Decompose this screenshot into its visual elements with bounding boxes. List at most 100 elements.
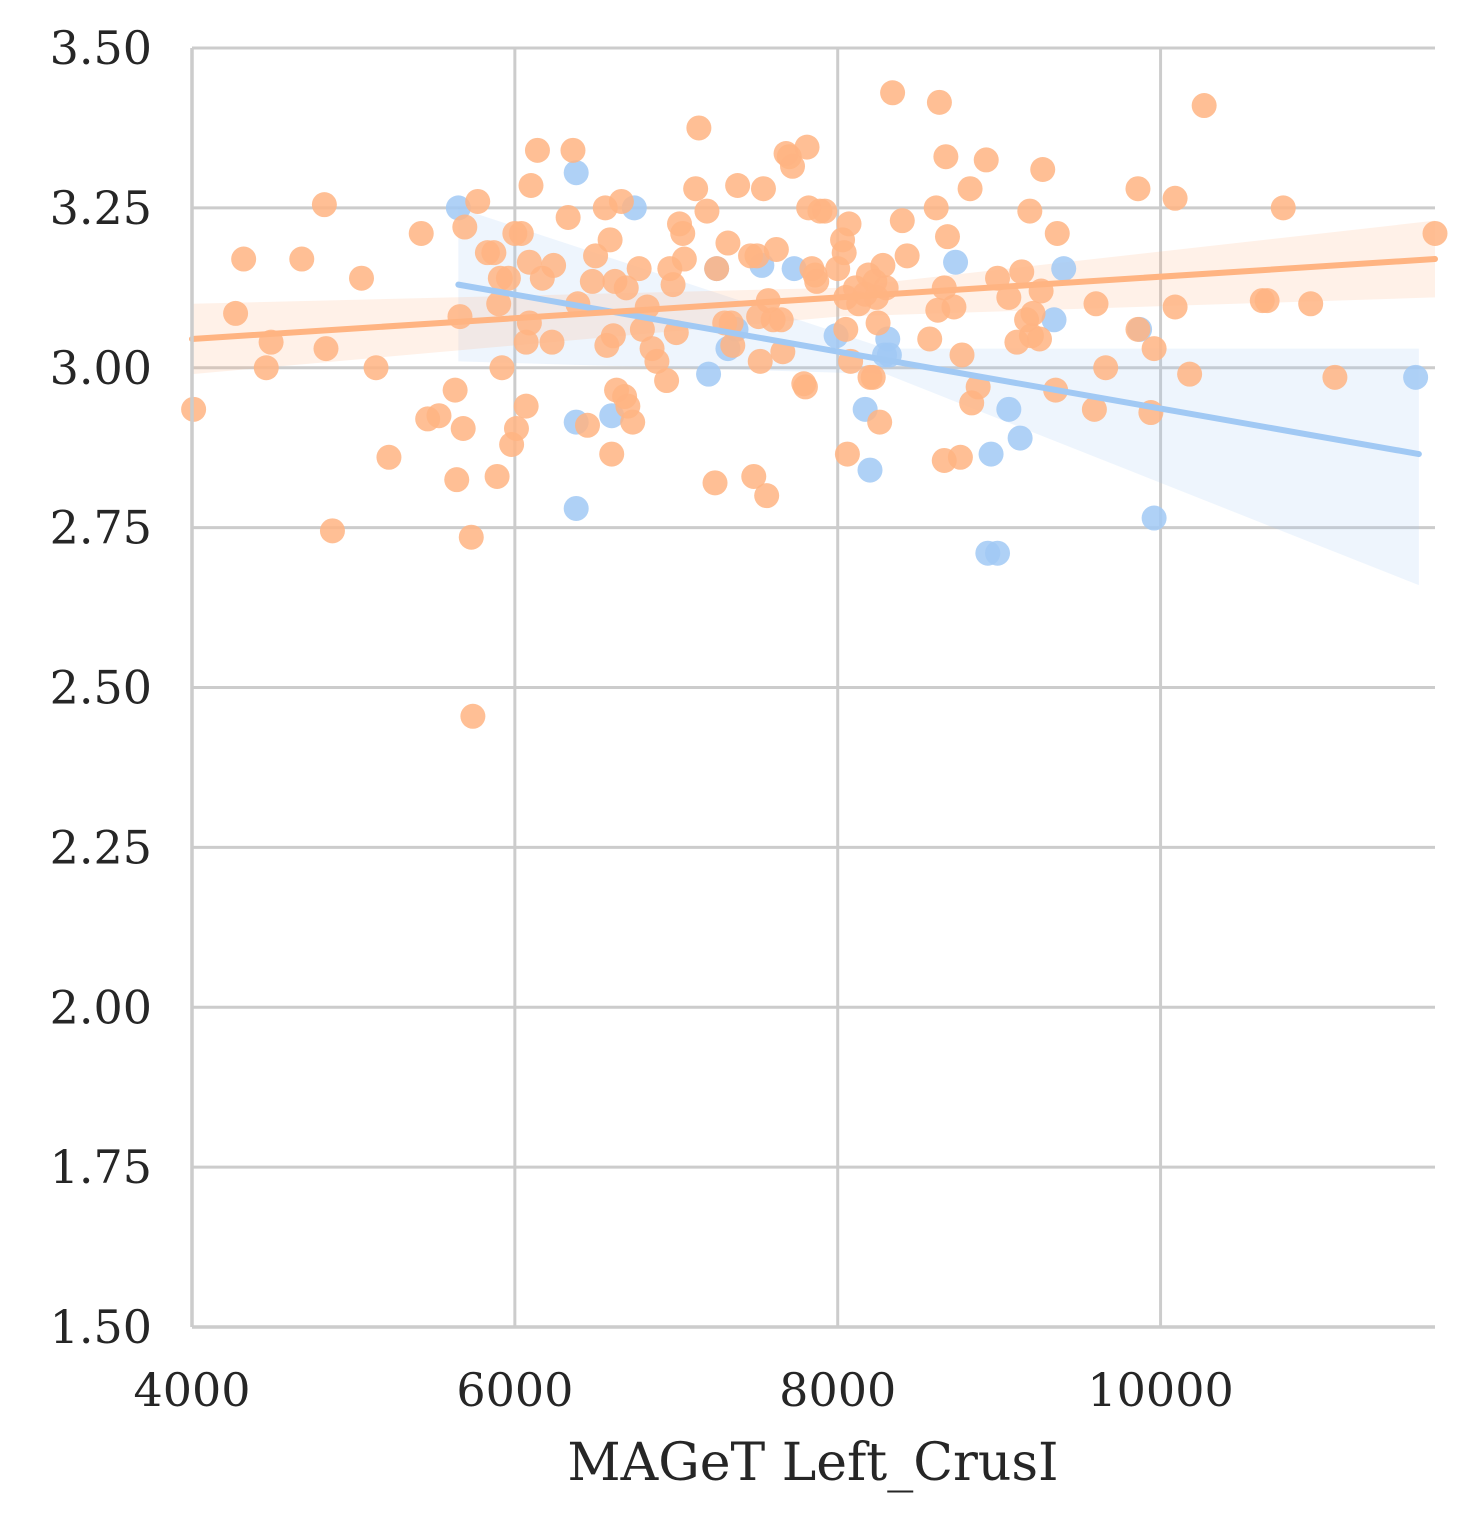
data-point-1 bbox=[763, 236, 789, 262]
data-point-1 bbox=[654, 368, 680, 394]
data-point-1 bbox=[503, 416, 529, 442]
data-point-1 bbox=[860, 364, 886, 390]
data-point-1 bbox=[831, 240, 857, 266]
data-point-0 bbox=[857, 457, 883, 483]
data-point-1 bbox=[870, 252, 896, 278]
data-point-1 bbox=[408, 220, 434, 246]
data-point-1 bbox=[253, 355, 279, 381]
data-point-1 bbox=[1030, 157, 1056, 183]
data-point-0 bbox=[696, 361, 722, 387]
data-point-0 bbox=[445, 195, 471, 221]
data-point-1 bbox=[484, 463, 510, 489]
data-point-1 bbox=[941, 294, 967, 320]
y-tick-label: 2.25 bbox=[50, 820, 152, 874]
data-point-0 bbox=[943, 249, 969, 275]
data-point-1 bbox=[524, 137, 550, 163]
data-point-1 bbox=[747, 348, 773, 374]
x-tick-label: 10000 bbox=[1087, 1363, 1233, 1417]
y-tick-label: 2.50 bbox=[50, 661, 152, 715]
data-point-1 bbox=[289, 246, 315, 272]
data-point-1 bbox=[686, 115, 712, 141]
data-point-1 bbox=[704, 256, 730, 282]
x-tick-label: 4000 bbox=[133, 1363, 250, 1417]
data-point-1 bbox=[583, 243, 609, 269]
data-point-1 bbox=[465, 188, 491, 214]
data-point-0 bbox=[1051, 256, 1077, 282]
data-point-1 bbox=[794, 134, 820, 160]
data-point-1 bbox=[1162, 185, 1188, 211]
data-point-1 bbox=[450, 416, 476, 442]
grid-lines bbox=[190, 46, 1435, 1329]
data-point-0 bbox=[781, 256, 807, 282]
data-point-0 bbox=[563, 495, 589, 521]
data-point-1 bbox=[996, 284, 1022, 310]
data-point-1 bbox=[626, 256, 652, 282]
data-point-0 bbox=[985, 540, 1011, 566]
data-point-1 bbox=[834, 441, 860, 467]
x-tick-label: 8000 bbox=[779, 1363, 896, 1417]
data-point-1 bbox=[1322, 364, 1348, 390]
data-point-1 bbox=[744, 243, 770, 269]
data-point-1 bbox=[560, 137, 586, 163]
confidence-band-0 bbox=[458, 207, 1419, 586]
data-point-0 bbox=[1141, 505, 1167, 531]
data-point-1 bbox=[865, 310, 891, 336]
x-tick-label: 6000 bbox=[456, 1363, 573, 1417]
data-point-1 bbox=[1125, 316, 1151, 342]
data-point-1 bbox=[702, 470, 728, 496]
data-point-0 bbox=[563, 160, 589, 186]
data-point-1 bbox=[670, 220, 696, 246]
x-axis-title: MAGeT Left_CrusI bbox=[567, 1433, 1058, 1493]
data-point-1 bbox=[973, 147, 999, 173]
data-point-1 bbox=[1027, 326, 1052, 352]
data-point-1 bbox=[460, 703, 486, 729]
data-point-1 bbox=[750, 176, 776, 202]
data-point-1 bbox=[376, 444, 402, 470]
data-point-1 bbox=[539, 329, 565, 355]
data-point-1 bbox=[452, 214, 478, 240]
data-point-1 bbox=[949, 342, 975, 368]
data-point-1 bbox=[447, 304, 473, 330]
data-point-1 bbox=[867, 409, 893, 435]
data-point-1 bbox=[613, 275, 639, 301]
data-point-1 bbox=[1141, 336, 1167, 362]
data-point-1 bbox=[889, 208, 915, 234]
data-point-1 bbox=[319, 518, 345, 544]
data-point-1 bbox=[597, 227, 623, 253]
data-point-1 bbox=[489, 355, 515, 381]
data-point-1 bbox=[644, 348, 670, 374]
data-point-1 bbox=[934, 224, 960, 250]
data-point-1 bbox=[555, 204, 581, 230]
data-point-1 bbox=[458, 524, 484, 550]
data-point-1 bbox=[694, 198, 720, 224]
data-point-1 bbox=[880, 80, 906, 106]
data-point-1 bbox=[1081, 396, 1107, 422]
data-point-1 bbox=[513, 393, 539, 419]
data-point-1 bbox=[1083, 291, 1109, 317]
y-tick-label: 2.75 bbox=[50, 501, 152, 555]
data-point-1 bbox=[917, 326, 943, 352]
data-point-1 bbox=[1270, 195, 1296, 221]
data-point-1 bbox=[804, 268, 830, 294]
data-point-1 bbox=[575, 412, 600, 438]
data-point-1 bbox=[754, 483, 780, 509]
data-point-1 bbox=[486, 291, 512, 317]
data-point-0 bbox=[1007, 425, 1033, 451]
axis-spines bbox=[190, 48, 1435, 1329]
data-point-1 bbox=[965, 374, 991, 400]
data-point-1 bbox=[1162, 294, 1188, 320]
data-point-1 bbox=[608, 188, 634, 214]
data-point-1 bbox=[620, 409, 646, 435]
data-point-1 bbox=[720, 332, 746, 358]
data-point-1 bbox=[518, 172, 544, 198]
data-point-1 bbox=[947, 444, 973, 470]
data-point-1 bbox=[812, 198, 838, 224]
data-point-1 bbox=[629, 316, 655, 342]
data-point-1 bbox=[1191, 93, 1217, 119]
data-point-1 bbox=[1044, 220, 1070, 246]
data-point-1 bbox=[223, 300, 249, 326]
data-point-1 bbox=[508, 220, 534, 246]
data-point-1 bbox=[792, 374, 818, 400]
y-tick-label: 3.25 bbox=[50, 181, 152, 235]
data-point-1 bbox=[442, 377, 468, 403]
